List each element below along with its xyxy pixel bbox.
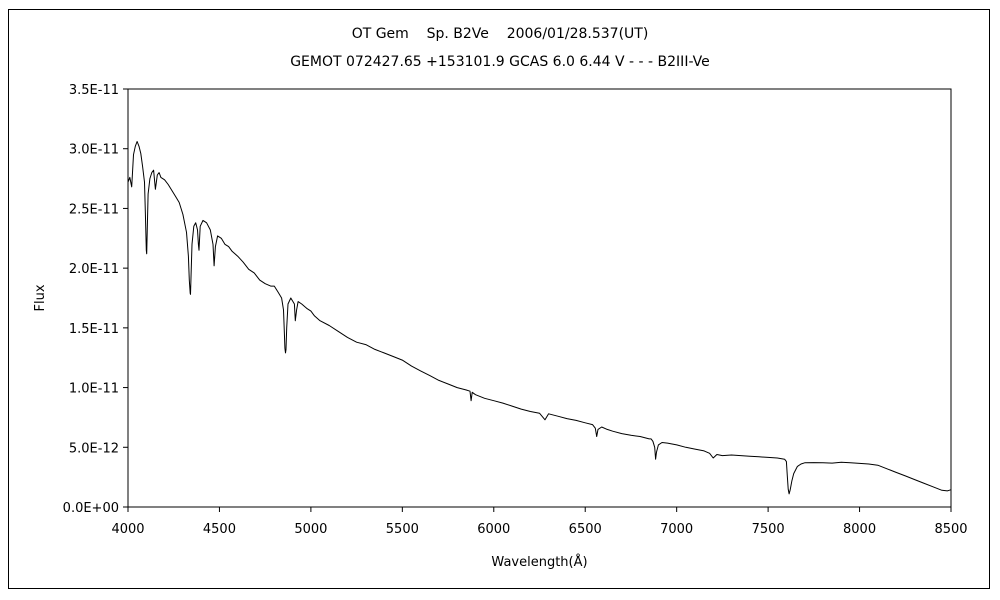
chart-frame — [8, 9, 990, 589]
x-axis: 4000 4500 5000 5500 6000 6500 7000 7500 8000 8500 — [111, 507, 968, 537]
spectrum-line — [127, 141, 952, 495]
x-tick-label: 4500 — [203, 522, 236, 537]
x-tick-label: 6500 — [569, 522, 602, 537]
x-tick-label: 6000 — [477, 522, 510, 537]
x-tick-label: 4000 — [111, 522, 144, 537]
y-tick-label: 5.0E-12 — [69, 441, 119, 456]
chart-subtitle: GEMOT 072427.65 +153101.9 GCAS 6.0 6.44 … — [290, 54, 710, 70]
x-tick-label: 7500 — [752, 522, 785, 537]
y-axis-title: Flux — [33, 284, 48, 311]
y-tick-label: 3.5E-11 — [69, 83, 119, 98]
x-tick-label: 5000 — [294, 522, 327, 537]
x-axis-title: Wavelength(Å) — [491, 554, 587, 570]
y-tick-label: 3.0E-11 — [69, 143, 119, 158]
y-tick-label: 2.0E-11 — [69, 262, 119, 277]
y-tick-label: 1.5E-11 — [69, 322, 119, 337]
x-tick-label: 7000 — [660, 522, 693, 537]
y-tick-label: 0.0E+00 — [63, 501, 119, 516]
series-layer — [127, 141, 952, 495]
y-axis: 0.0E+00 5.0E-12 1.0E-11 1.5E-11 2.0E-11 2.5E-… — [63, 83, 128, 516]
plot-area — [127, 88, 952, 508]
x-tick-label: 8500 — [934, 522, 967, 537]
x-tick-label: 8000 — [843, 522, 876, 537]
chart-title: OT Gem Sp. B2Ve 2006/01/28.537(UT) — [351, 26, 649, 42]
x-tick-label: 5500 — [386, 522, 419, 537]
y-tick-label: 2.5E-11 — [69, 202, 119, 217]
y-tick-label: 1.0E-11 — [69, 382, 119, 397]
